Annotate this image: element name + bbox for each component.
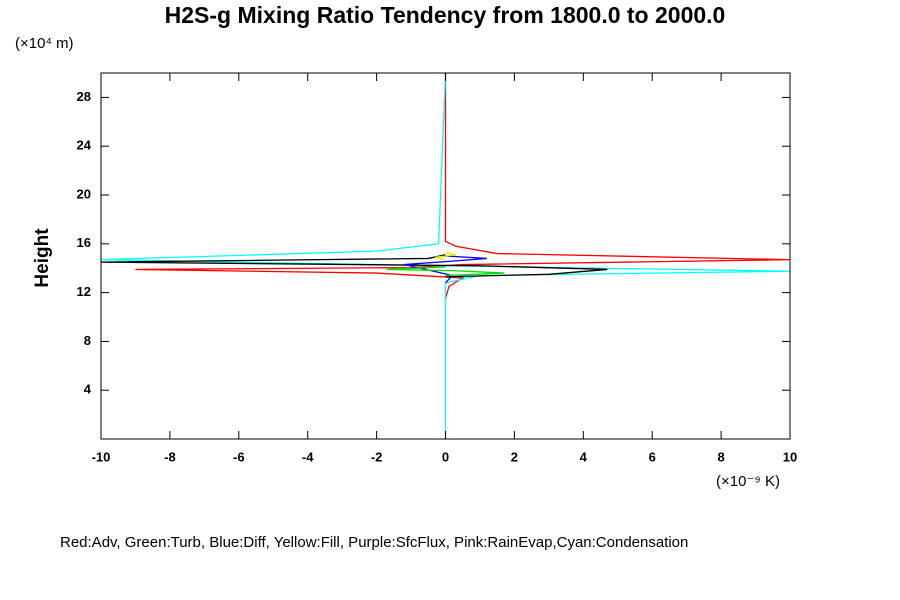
plot-lines <box>101 73 790 439</box>
x-tick-label: -8 <box>164 449 176 464</box>
x-tick-label: 2 <box>511 449 518 464</box>
x-tick-label: 8 <box>717 449 724 464</box>
color-note: Red:Adv, Green:Turb, Blue:Diff, Yellow:F… <box>60 534 688 551</box>
profile-line <box>404 255 487 284</box>
y-axis-label: Height <box>32 228 53 288</box>
y-tick-label: 4 <box>84 382 92 397</box>
x-tick-label: 4 <box>580 449 588 464</box>
x-tick-label: 0 <box>442 449 449 464</box>
x-tick-label: -6 <box>233 449 245 464</box>
y-tick-label: 20 <box>77 186 91 201</box>
x-tick-label: -2 <box>371 449 383 464</box>
x-tick-label: 10 <box>783 449 797 464</box>
y-tick-label: 12 <box>77 284 91 299</box>
y-tick-label: 24 <box>77 138 92 153</box>
chart-title: H2S-g Mixing Ratio Tendency from 1800.0 … <box>165 2 726 28</box>
y-tick-label: 28 <box>77 89 91 104</box>
x-unit-label: (×10⁻⁹ K) <box>716 473 780 490</box>
y-unit-label: (×10⁴ m) <box>15 35 74 52</box>
x-tick-label: 6 <box>649 449 656 464</box>
profile-line <box>435 251 456 261</box>
x-tick-label: -10 <box>92 449 111 464</box>
y-tick-label: 16 <box>77 235 91 250</box>
profile-line <box>386 266 505 277</box>
x-tick-label: -4 <box>302 449 314 464</box>
profile-line <box>101 254 608 278</box>
y-tick-label: 8 <box>84 333 91 348</box>
